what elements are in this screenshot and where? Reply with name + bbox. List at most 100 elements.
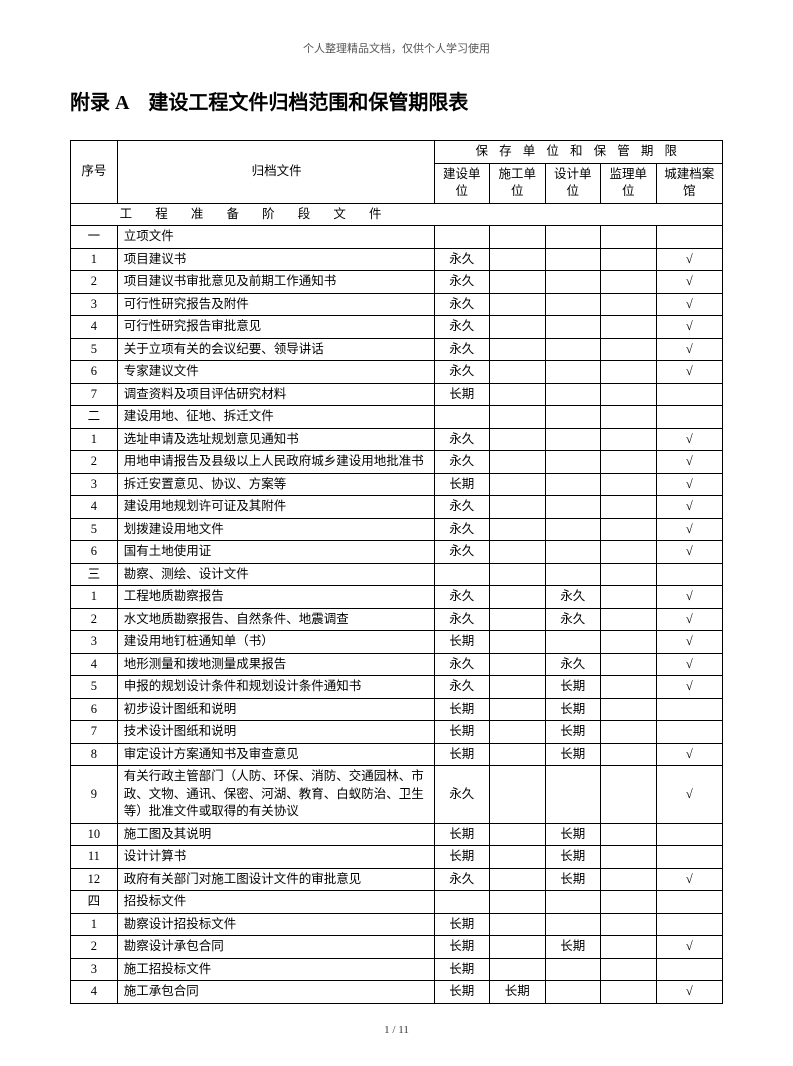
cell-c5: √ [656,653,722,676]
cell-file: 拆迁安置意见、协议、方案等 [117,473,434,496]
cell-c2 [490,248,546,271]
cell-c2 [490,496,546,519]
cell-c4 [601,608,657,631]
cell-file: 建设用地规划许可证及其附件 [117,496,434,519]
table-row: 6国有土地使用证永久√ [71,541,723,564]
cell-seq: 12 [71,868,118,891]
cell-c2 [490,846,546,869]
table-row: 2水文地质勘察报告、自然条件、地震调查永久永久√ [71,608,723,631]
cell-c5 [656,721,722,744]
cell-c2 [490,473,546,496]
cell-c2 [490,226,546,249]
cell-c3 [545,958,601,981]
cell-c5: √ [656,361,722,384]
cell-c1: 长期 [434,823,490,846]
cell-c2 [490,338,546,361]
cell-c4 [601,846,657,869]
cell-seq: 7 [71,383,118,406]
cell-c3 [545,473,601,496]
cell-file: 勘察设计招投标文件 [117,913,434,936]
cell-c3 [545,271,601,294]
table-row: 1选址申请及选址规划意见通知书永久√ [71,428,723,451]
cell-c4 [601,586,657,609]
cell-seq: 5 [71,518,118,541]
cell-c4 [601,361,657,384]
cell-file: 申报的规划设计条件和规划设计条件通知书 [117,676,434,699]
cell-c2 [490,428,546,451]
table-row: 6初步设计图纸和说明长期长期 [71,698,723,721]
cell-seq: 6 [71,698,118,721]
cell-c4 [601,316,657,339]
table-row: 二建设用地、征地、拆迁文件 [71,406,723,429]
cell-c2 [490,451,546,474]
cell-seq: 6 [71,361,118,384]
cell-c2 [490,586,546,609]
cell-c4 [601,653,657,676]
cell-c1 [434,226,490,249]
cell-c3: 长期 [545,936,601,959]
cell-c1: 永久 [434,868,490,891]
cell-c1: 长期 [434,383,490,406]
cell-c3 [545,518,601,541]
cell-c1: 永久 [434,361,490,384]
cell-c4 [601,541,657,564]
cell-seq: 4 [71,981,118,1004]
cell-c2: 长期 [490,981,546,1004]
cell-file: 关于立项有关的会议纪要、领导讲话 [117,338,434,361]
cell-c3 [545,631,601,654]
cell-seq: 6 [71,541,118,564]
cell-seq: 9 [71,766,118,824]
cell-c1: 永久 [434,293,490,316]
cell-c5: √ [656,316,722,339]
table-row: 3施工招投标文件长期 [71,958,723,981]
cell-c2 [490,868,546,891]
cell-file: 初步设计图纸和说明 [117,698,434,721]
cell-seq: 7 [71,721,118,744]
table-row: 5申报的规划设计条件和规划设计条件通知书永久长期√ [71,676,723,699]
cell-c5: √ [656,338,722,361]
cell-c4 [601,631,657,654]
cell-seq: 1 [71,586,118,609]
cell-c5: √ [656,586,722,609]
cell-c4 [601,563,657,586]
table-row: 三勘察、测绘、设计文件 [71,563,723,586]
cell-c3 [545,428,601,451]
cell-c5: √ [656,631,722,654]
cell-c5 [656,823,722,846]
cell-c4 [601,451,657,474]
storage-group-header: 保 存 单 位 和 保 管 期 限 [434,141,722,164]
cell-c5: √ [656,743,722,766]
cell-c1 [434,891,490,914]
cell-c3 [545,766,601,824]
cell-c1: 长期 [434,936,490,959]
section-header: 工 程 准 备 阶 段 文 件 [71,203,435,226]
table-row: 5关于立项有关的会议纪要、领导讲话永久√ [71,338,723,361]
cell-file: 划拨建设用地文件 [117,518,434,541]
table-row: 四招投标文件 [71,891,723,914]
cell-seq: 1 [71,428,118,451]
cell-c1: 长期 [434,743,490,766]
archive-table: 序号 归档文件 保 存 单 位 和 保 管 期 限 建设单位 施工单位 设计单位… [70,140,723,1004]
cell-seq: 四 [71,891,118,914]
cell-c1 [434,406,490,429]
cell-c5: √ [656,676,722,699]
cell-c1: 永久 [434,428,490,451]
table-row: 3可行性研究报告及附件永久√ [71,293,723,316]
cell-file: 选址申请及选址规划意见通知书 [117,428,434,451]
cell-c3: 永久 [545,608,601,631]
cell-c3: 长期 [545,823,601,846]
cell-c5 [656,913,722,936]
cell-c2 [490,383,546,406]
cell-c5: √ [656,766,722,824]
cell-c4 [601,698,657,721]
cell-c3: 永久 [545,653,601,676]
cell-c4 [601,936,657,959]
cell-seq: 4 [71,496,118,519]
cell-c3: 长期 [545,868,601,891]
table-row: 1勘察设计招投标文件长期 [71,913,723,936]
cell-c5 [656,846,722,869]
table-row: 8审定设计方案通知书及审查意见长期长期√ [71,743,723,766]
cell-file: 技术设计图纸和说明 [117,721,434,744]
cell-seq: 2 [71,936,118,959]
cell-c4 [601,473,657,496]
